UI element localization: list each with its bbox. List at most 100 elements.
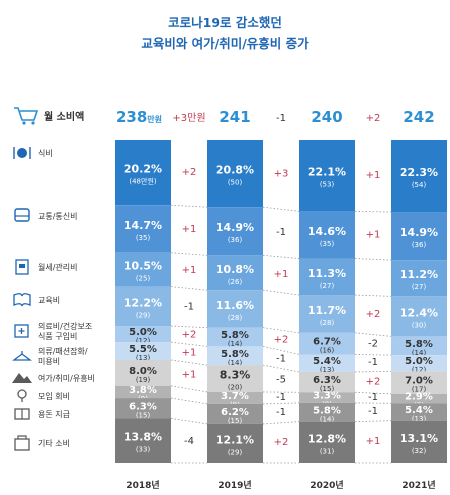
segment-value: 22.3% bbox=[400, 166, 438, 179]
segment-amount: (35) bbox=[320, 240, 335, 248]
bar-segment bbox=[299, 402, 355, 422]
connector-line bbox=[170, 359, 208, 366]
bar-segment bbox=[207, 365, 263, 392]
segment-amount: (26) bbox=[228, 278, 243, 286]
segment-value: 3.3% bbox=[313, 391, 341, 402]
segment-amount: (28) bbox=[320, 319, 335, 327]
change-label: -4 bbox=[184, 436, 194, 447]
segment-value: 5.4% bbox=[313, 356, 341, 367]
segment-value: 11.6% bbox=[216, 299, 254, 312]
bar-segment bbox=[115, 418, 171, 463]
bar-segment bbox=[207, 327, 263, 347]
series-label: 교육비 bbox=[38, 296, 60, 305]
connector-line bbox=[170, 286, 208, 291]
segment-value: 6.3% bbox=[313, 375, 341, 386]
connector-line bbox=[354, 354, 392, 356]
monthly-spend-change: -1 bbox=[276, 113, 286, 124]
series-label: 의류/패션잡화/ bbox=[38, 346, 88, 356]
segment-value: 13.1% bbox=[400, 432, 438, 445]
bar-segment bbox=[115, 359, 171, 386]
segment-value: 12.8% bbox=[308, 432, 346, 445]
segment-amount: (15) bbox=[320, 385, 335, 393]
connector-line bbox=[170, 325, 208, 329]
connector-line bbox=[170, 204, 208, 208]
change-label: -1 bbox=[368, 357, 378, 368]
bar-segment bbox=[391, 260, 447, 297]
segment-amount: (15) bbox=[136, 411, 151, 419]
segment-value: 10.8% bbox=[216, 263, 254, 276]
connector-line bbox=[262, 254, 300, 259]
segment-amount: (25) bbox=[136, 275, 151, 283]
building-icon bbox=[15, 259, 29, 275]
segment-amount: (15) bbox=[228, 417, 243, 425]
change-label: +2 bbox=[182, 167, 197, 178]
change-label: +2 bbox=[274, 437, 289, 448]
segment-amount: (13) bbox=[320, 366, 335, 374]
bar-segment bbox=[207, 403, 263, 424]
connector-line bbox=[354, 210, 392, 213]
bar-segment bbox=[207, 346, 263, 366]
change-label: +1 bbox=[182, 347, 197, 358]
segment-amount: (20) bbox=[228, 384, 243, 392]
medical-icon bbox=[14, 324, 29, 338]
segment-amount: (31) bbox=[320, 447, 335, 455]
segment-value: 5.5% bbox=[129, 344, 157, 355]
segment-amount: (33) bbox=[136, 446, 151, 454]
monthly-spend-value: 241 bbox=[219, 108, 250, 126]
connector-line bbox=[262, 206, 300, 212]
cart-icon bbox=[14, 107, 39, 125]
connector-line bbox=[170, 397, 208, 405]
bar-segment bbox=[115, 326, 171, 343]
change-label: -1 bbox=[368, 392, 378, 403]
change-label: +1 bbox=[366, 170, 381, 181]
segment-value: 20.8% bbox=[216, 164, 254, 177]
bar-segment bbox=[299, 392, 355, 403]
bar-segment bbox=[299, 258, 355, 296]
series-label: 기타 소비 bbox=[38, 439, 70, 448]
bag-icon bbox=[14, 435, 30, 451]
change-label: -1 bbox=[276, 227, 286, 238]
connector-line bbox=[354, 258, 392, 261]
bar-segment bbox=[207, 423, 263, 463]
segment-value: 11.3% bbox=[308, 267, 346, 280]
connector-line bbox=[262, 364, 300, 373]
segment-amount: (50) bbox=[228, 179, 243, 187]
segment-amount: (12) bbox=[136, 337, 151, 345]
change-label: +2 bbox=[182, 330, 197, 341]
segment-amount: (14) bbox=[228, 359, 243, 367]
connector-line bbox=[262, 402, 300, 405]
change-label: +1 bbox=[182, 265, 197, 276]
bar-segment bbox=[299, 295, 355, 333]
bar-segment bbox=[299, 211, 355, 259]
series-label: 미용비 bbox=[38, 357, 60, 366]
connector-line bbox=[262, 421, 300, 425]
segment-value: 22.1% bbox=[308, 166, 346, 179]
monthly-spend-change: +2 bbox=[366, 113, 381, 124]
bar-segment bbox=[207, 207, 263, 256]
change-label: -1 bbox=[368, 406, 378, 417]
monthly-spend-value: 238만원 bbox=[116, 108, 162, 126]
segment-value: 8.3% bbox=[220, 369, 251, 382]
bar-segment bbox=[391, 212, 447, 261]
segment-amount: (29) bbox=[136, 311, 151, 319]
monthly-spend-value: 242 bbox=[403, 108, 434, 126]
segment-amount: (17) bbox=[412, 386, 427, 394]
segment-amount: (14) bbox=[228, 340, 243, 348]
monthly-spend-change: +3만원 bbox=[172, 112, 205, 124]
wallet-icon bbox=[14, 408, 30, 420]
segment-value: 14.6% bbox=[308, 225, 346, 238]
segment-value: 5.8% bbox=[221, 330, 249, 341]
book-icon bbox=[13, 293, 31, 307]
mountain-icon bbox=[12, 373, 32, 383]
bar-segment bbox=[115, 252, 171, 287]
segment-value: 5.4% bbox=[405, 405, 433, 416]
bar-segment bbox=[115, 398, 171, 419]
year-label: 2020년 bbox=[310, 479, 343, 491]
segment-amount: (13) bbox=[412, 415, 427, 423]
bar-segment bbox=[391, 403, 447, 421]
change-label: +2 bbox=[366, 376, 381, 387]
series-label: 월세/관리비 bbox=[38, 262, 78, 272]
bar-segment bbox=[391, 140, 447, 213]
segment-value: 14.9% bbox=[216, 221, 254, 234]
bar-segment bbox=[115, 286, 171, 327]
